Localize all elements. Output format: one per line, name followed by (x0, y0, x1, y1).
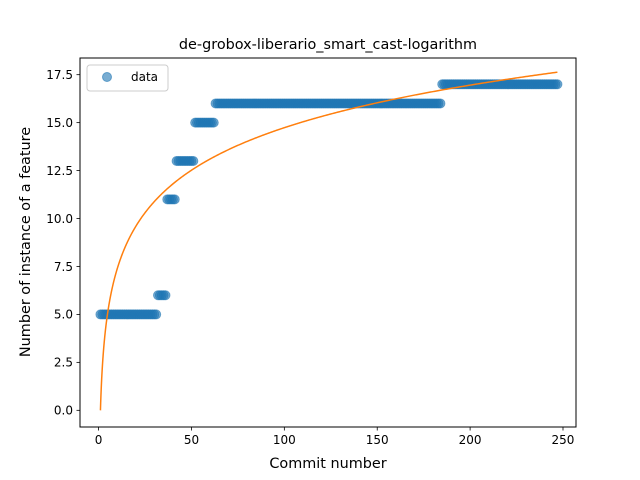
legend-marker-data (102, 72, 112, 82)
y-tick-label: 10.0 (46, 212, 73, 226)
x-tick-label: 100 (273, 433, 296, 447)
data-point (435, 98, 446, 109)
legend-box (86, 64, 169, 92)
data-point (169, 194, 180, 205)
legend: data (86, 64, 169, 92)
data-point (151, 309, 162, 320)
y-tick-label: 15.0 (46, 116, 73, 130)
x-tick-label: 0 (95, 433, 103, 447)
y-tick-label: 0.0 (54, 404, 73, 418)
y-axis: 0.0 2.5 5.0 7.5 10.0 12.5 15.0 17.5 (46, 68, 80, 418)
x-tick-label: 150 (366, 433, 389, 447)
legend-label-data: data (131, 70, 158, 84)
y-tick-label: 12.5 (46, 164, 73, 178)
x-axis: 0 50 100 150 200 250 (95, 427, 575, 447)
plot-frame (79, 57, 577, 428)
chart-title: de-grobox-liberario_smart_cast-logarithm (179, 37, 477, 53)
x-tick-label: 50 (184, 433, 199, 447)
y-tick-label: 7.5 (54, 260, 73, 274)
x-tick-label: 200 (459, 433, 482, 447)
y-tick-label: 5.0 (54, 308, 73, 322)
y-tick-label: 17.5 (46, 68, 73, 82)
y-axis-label: Number of instance of a feature (18, 127, 34, 357)
fit-line (99, 71, 558, 411)
x-tick-label: 250 (552, 433, 575, 447)
data-point (208, 117, 219, 128)
data-point (188, 155, 199, 166)
data-point (552, 79, 563, 90)
x-axis-label: Commit number (269, 456, 386, 472)
y-tick-label: 2.5 (54, 356, 73, 370)
plot-area (95, 71, 563, 411)
data-point (160, 290, 171, 301)
